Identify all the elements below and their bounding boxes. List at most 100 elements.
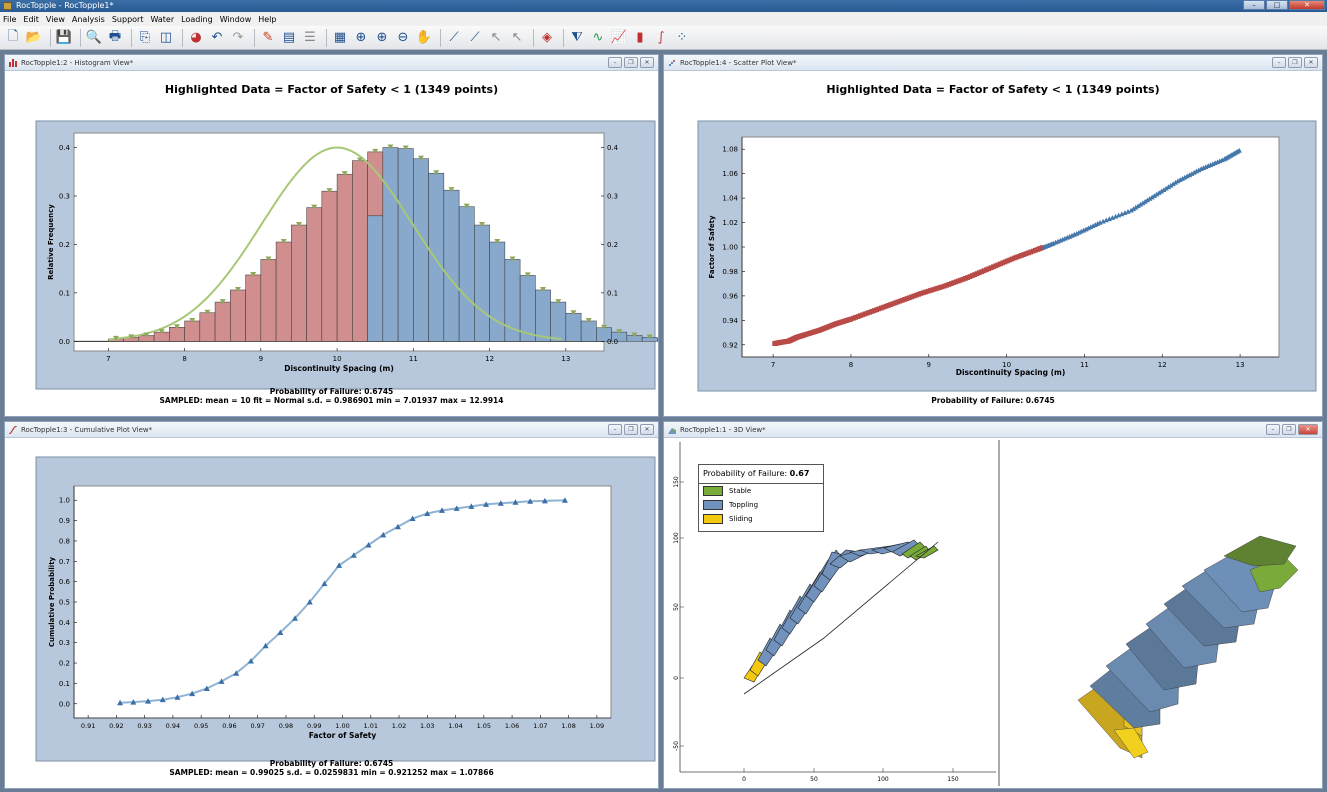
y-tick-label-right: 0.1 (607, 289, 618, 297)
x-tick-label: 8 (182, 355, 186, 363)
scatter-point (1156, 190, 1162, 195)
save-icon[interactable]: 💾 (55, 30, 73, 45)
select-icon[interactable]: ↖ (490, 30, 502, 45)
add-line-icon[interactable]: ⟋ (470, 30, 480, 45)
view3d-restore-button[interactable]: ❐ (1282, 424, 1296, 435)
toolbar-separator (50, 28, 51, 47)
view3d-canvas[interactable]: 150 100 50 0 -50 0 50 100 150 (664, 438, 1322, 788)
menu-support[interactable]: Support (111, 14, 144, 24)
histogram-bar (657, 338, 658, 342)
view3d-window-controls: – ❐ ✕ (1266, 424, 1318, 435)
scatter-minimize-button[interactable]: – (1272, 57, 1286, 68)
scatter-icon[interactable]: ⁘ (676, 30, 688, 45)
print-preview-icon[interactable]: 🔍 (85, 30, 103, 45)
histogram-minimize-button[interactable]: – (608, 57, 622, 68)
histogram-bar-highlighted (260, 259, 277, 342)
x-tick-label: 7 (771, 361, 775, 369)
cumulative-minimize-button[interactable]: – (608, 424, 622, 435)
print-icon[interactable]: 🖶 (108, 28, 122, 44)
zoom-all-icon[interactable]: ⊕ (355, 30, 367, 45)
cumulative-restore-button[interactable]: ❐ (624, 424, 638, 435)
filter-icon[interactable]: ⧨ (571, 30, 583, 45)
wrench-icon[interactable]: ✎ (262, 30, 274, 45)
scatter-point (1116, 212, 1122, 218)
legend-header: Probability of Failure: 0.67 (699, 465, 823, 484)
histogram-restore-button[interactable]: ❐ (624, 57, 638, 68)
legend-value: 0.67 (789, 469, 810, 478)
color-icon[interactable]: ◕ (190, 30, 202, 45)
menu-loading[interactable]: Loading (181, 14, 213, 24)
cumulative-marker (306, 599, 313, 605)
scatter-close-button[interactable]: ✕ (1304, 57, 1318, 68)
properties-icon[interactable]: ☰ (304, 30, 316, 45)
cumulative-marker (233, 670, 240, 676)
line-chart-icon[interactable]: 📈 (610, 30, 628, 45)
histogram-bar-highlighted (275, 241, 292, 342)
cumulative-marker (117, 699, 124, 706)
cumulative-window[interactable]: RocTopple1:3 - Cumulative Plot View* – ❐… (4, 421, 659, 789)
cumulative-marker (321, 580, 328, 587)
pan-icon[interactable]: ✋ (415, 30, 433, 45)
toolbar-separator (563, 28, 564, 47)
y-tick-label-right: 0.0 (607, 338, 618, 346)
eraser-icon[interactable]: ◈ (542, 30, 552, 45)
cumulative-marker (365, 542, 372, 548)
x-tick-label: 0.96 (222, 722, 236, 730)
columns-icon[interactable]: ◫ (159, 30, 173, 45)
menu-edit[interactable]: Edit (23, 14, 39, 24)
fit-marker (448, 187, 455, 193)
menu-water[interactable]: Water (150, 14, 175, 24)
wave-icon[interactable]: ∿ (592, 30, 604, 45)
calculator-icon[interactable]: ▦ (333, 30, 347, 45)
scatter-point (1109, 215, 1116, 220)
legend-label-sliding: Sliding (729, 515, 753, 523)
view3d-close-button[interactable]: ✕ (1298, 424, 1318, 435)
bar-chart-icon[interactable]: ▮ (636, 30, 644, 45)
section-y-tick-label: 0 (673, 676, 680, 680)
scatter-restore-button[interactable]: ❐ (1288, 57, 1302, 68)
menu-file[interactable]: File (3, 14, 17, 24)
menu-help[interactable]: Help (258, 14, 277, 24)
x-tick-label: 11 (1080, 361, 1089, 369)
deselect-icon[interactable]: ↖ (511, 30, 523, 45)
view3d-minimize-button[interactable]: – (1266, 424, 1280, 435)
scatter-point (1184, 173, 1190, 179)
section-x-tick-label: 50 (810, 776, 818, 783)
zoom-out-icon[interactable]: ⊖ (397, 30, 409, 45)
histogram-window-icon (9, 59, 17, 67)
x-tick-label: 1.02 (392, 722, 406, 730)
cumulative-marker (203, 685, 210, 691)
close-button[interactable]: ✕ (1289, 0, 1325, 10)
chart-export-icon[interactable]: ▤ (282, 30, 296, 45)
fit-marker (250, 271, 257, 277)
menu-window[interactable]: Window (219, 14, 252, 24)
y-tick-label-right: 0.2 (607, 241, 618, 249)
copy-icon[interactable]: ⎘ (139, 30, 151, 45)
cumulative-marker (189, 690, 196, 697)
cumulative-close-button[interactable]: ✕ (640, 424, 654, 435)
maximize-button[interactable]: □ (1266, 0, 1288, 10)
scatter-point (1179, 175, 1186, 181)
open-icon[interactable]: 📂 (25, 30, 43, 45)
histogram-close-button[interactable]: ✕ (640, 57, 654, 68)
new-icon[interactable]: 🗋 (7, 28, 19, 44)
view3d-window[interactable]: RocTopple1:1 - 3D View* – ❐ ✕ 150 100 50… (663, 421, 1323, 789)
fit-marker (173, 324, 180, 330)
scatter-footer-probability: Probability of Failure: 0.6745 (931, 396, 1055, 405)
cumulative-marker (350, 552, 357, 558)
y-tick-label: 0.8 (59, 537, 70, 545)
redo-icon[interactable]: ↷ (232, 30, 244, 45)
edit-line-icon[interactable]: ⟋ (449, 30, 459, 45)
section-blocks (743, 539, 939, 683)
cumulative-marker (247, 658, 254, 664)
x-tick-label: 1.00 (335, 722, 349, 730)
minimize-button[interactable]: – (1243, 0, 1265, 10)
scatter-point (1125, 208, 1131, 214)
menu-analysis[interactable]: Analysis (71, 14, 105, 24)
undo-icon[interactable]: ↶ (211, 30, 223, 45)
zoom-in-icon[interactable]: ⊕ (376, 30, 388, 45)
cumulative-icon[interactable]: ∫ (657, 30, 665, 45)
scatter-window[interactable]: RocTopple1:4 - Scatter Plot View* – ❐ ✕ … (663, 54, 1323, 417)
menu-view[interactable]: View (45, 14, 65, 24)
histogram-window[interactable]: RocTopple1:2 - Histogram View* – ❐ ✕ Hig… (4, 54, 659, 417)
